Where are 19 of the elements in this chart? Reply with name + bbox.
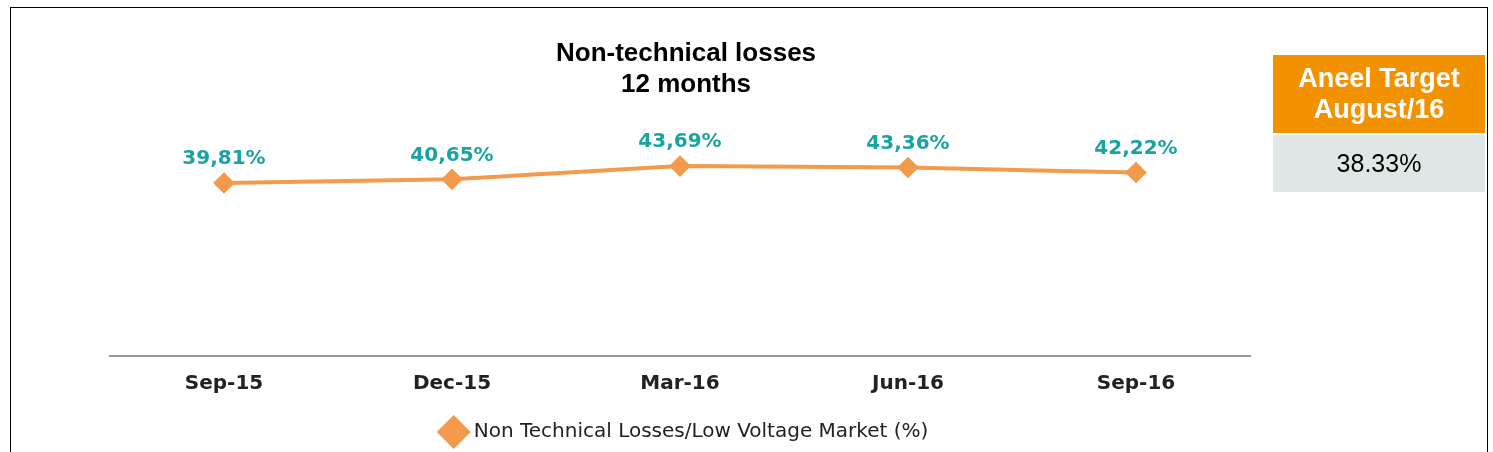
legend-label: Non Technical Losses/Low Voltage Market (%) (473, 418, 929, 443)
point (670, 156, 690, 177)
x-tick-label: Dec-15 (412, 370, 492, 395)
point (442, 169, 462, 190)
point (898, 157, 918, 178)
data-label: 43,36% (866, 129, 950, 154)
text-box: 38.33% (1273, 135, 1485, 192)
header-box: Aneel Target August/16 (1273, 55, 1485, 133)
point (214, 172, 234, 193)
x-tick-label: Jun-16 (869, 370, 945, 395)
x-tick-label: Sep-16 (1096, 370, 1176, 395)
data-label: 40,65% (410, 141, 494, 166)
point (1126, 162, 1146, 183)
x-tick-label: Mar-16 (640, 370, 720, 395)
data-label: 42,22% (1094, 134, 1178, 159)
data-label: 39,81% (182, 145, 266, 170)
data-label: 43,69% (638, 128, 722, 153)
chart-title: Non-technical losses 12 months (555, 36, 817, 98)
x-tick-label: Sep-15 (184, 370, 264, 395)
